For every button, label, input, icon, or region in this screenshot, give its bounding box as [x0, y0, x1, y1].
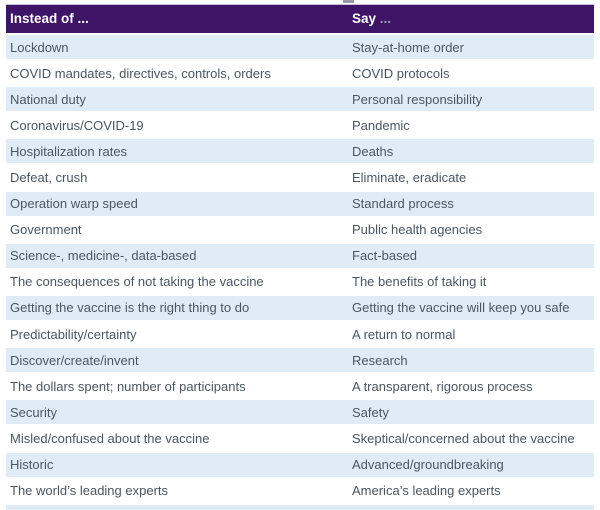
column-header-say: Say ... — [352, 5, 594, 33]
say-cell: Research — [352, 352, 408, 368]
instead-cell: Government — [10, 222, 82, 238]
say-cell: Safety — [352, 404, 389, 420]
instead-cell: Lockdown — [10, 39, 69, 55]
say-cell: Getting the vaccine will keep you safe — [352, 300, 570, 316]
instead-cell: Historic — [10, 457, 54, 473]
column-header-say-ellipsis: ... — [376, 11, 392, 26]
say-cell: The benefits of taking it — [352, 274, 487, 290]
say-cell: Pandemic — [352, 117, 410, 133]
column-header-instead-of: Instead of ... — [10, 11, 89, 26]
top-crop-mark — [343, 0, 354, 3]
table-row: Historic Advanced/groundbreaking — [6, 452, 594, 479]
table-row: Misled/confused about the vaccine Skepti… — [6, 426, 594, 453]
column-header-say-label: Say — [352, 11, 377, 26]
table-header-row: Instead of ... Say ... — [6, 4, 594, 33]
instead-cell: Coronavirus/COVID-19 — [10, 117, 144, 133]
table-row: Science-, medicine-, data-based Fact-bas… — [6, 243, 594, 270]
say-cell: COVID protocols — [352, 65, 450, 81]
instead-cell: Defeat, crush — [10, 170, 88, 186]
table-row: Lockdown Stay-at-home order — [6, 35, 594, 62]
table-row: Security Safety — [6, 400, 594, 427]
instead-cell: Science-, medicine-, data-based — [10, 248, 197, 264]
instead-cell: National duty — [10, 91, 86, 107]
table-row: The world’s leading experts America’s le… — [6, 478, 594, 505]
instead-cell: The dollars spent; number of participant… — [10, 378, 246, 394]
say-cell: Personal responsibility — [352, 91, 483, 107]
table-row: COVID mandates, directives, controls, or… — [6, 61, 594, 88]
instead-cell: Hospitalization rates — [10, 143, 128, 159]
say-cell: Stay-at-home order — [352, 39, 464, 55]
say-cell: Skeptical/concerned about the vaccine — [352, 430, 575, 446]
table-row: The dollars spent; number of participant… — [6, 374, 594, 401]
table-row: Defeat, crush Eliminate, eradicate — [6, 165, 594, 192]
instead-cell: Operation warp speed — [10, 196, 138, 212]
say-cell: Standard process — [352, 196, 454, 212]
say-cell: Deaths — [352, 143, 394, 159]
instead-cell: Security — [10, 404, 57, 420]
say-cell: A return to normal — [352, 326, 456, 342]
table-row: Operation warp speed Standard process — [6, 191, 594, 218]
say-cell: America’s leading experts — [352, 483, 501, 499]
messaging-swap-table: Instead of ... Say ... Lockdown Stay-at-… — [6, 4, 594, 510]
table-row: Government Public health agencies — [6, 217, 594, 244]
table-row: The consequences of not taking the vacci… — [6, 269, 594, 296]
table-row: National duty Personal responsibility — [6, 87, 594, 114]
instead-cell: The consequences of not taking the vacci… — [10, 274, 264, 290]
instead-cell: The world’s leading experts — [10, 483, 169, 499]
table-body: Lockdown Stay-at-home order COVID mandat… — [6, 35, 594, 505]
instead-cell: COVID mandates, directives, controls, or… — [10, 65, 271, 81]
table-row: Discover/create/invent Research — [6, 348, 594, 375]
instead-cell: Predictability/certainty — [10, 326, 137, 342]
say-cell: Advanced/groundbreaking — [352, 457, 504, 473]
say-cell: Public health agencies — [352, 222, 483, 238]
instead-cell: Getting the vaccine is the right thing t… — [10, 300, 250, 316]
table-row: Coronavirus/COVID-19 Pandemic — [6, 113, 594, 140]
instead-cell: Discover/create/invent — [10, 352, 139, 368]
table-row: Predictability/certainty A return to nor… — [6, 322, 594, 349]
partial-next-row — [6, 504, 594, 510]
instead-cell: Misled/confused about the vaccine — [10, 430, 210, 446]
table-row: Hospitalization rates Deaths — [6, 139, 594, 166]
say-cell: Eliminate, eradicate — [352, 170, 467, 186]
say-cell: A transparent, rigorous process — [352, 378, 533, 394]
say-cell: Fact-based — [352, 248, 418, 264]
table-row: Getting the vaccine is the right thing t… — [6, 295, 594, 323]
